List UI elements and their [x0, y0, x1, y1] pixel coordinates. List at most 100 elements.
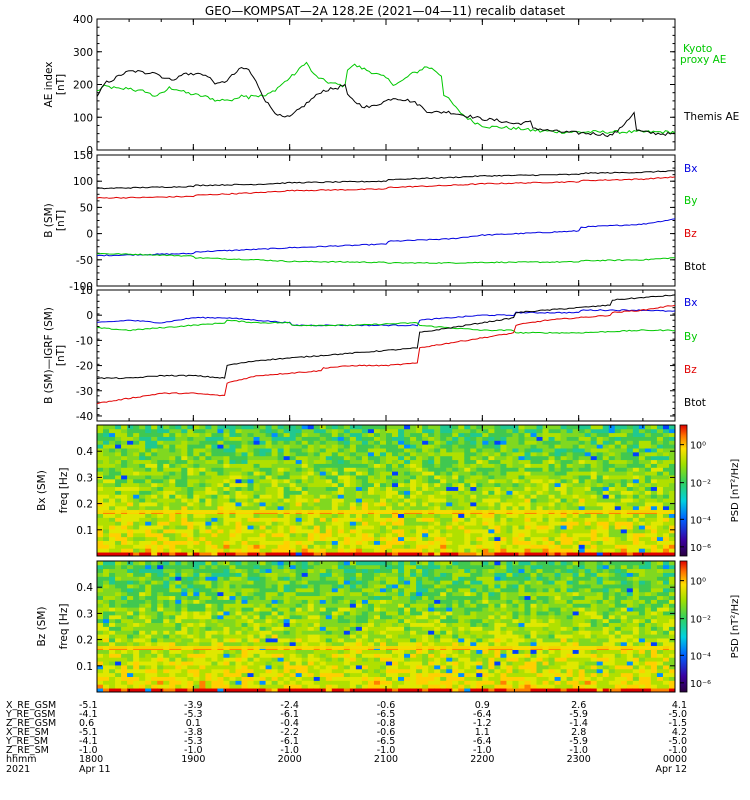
spectrogram-cell: [145, 478, 152, 484]
spectrogram-cell: [632, 478, 640, 484]
spectrogram-cell: [524, 525, 531, 530]
spectrogram-cell: [205, 649, 212, 654]
spectrogram-cell: [289, 576, 297, 581]
spectrogram-cell: [127, 599, 134, 604]
spectrogram-cell: [121, 626, 128, 631]
spectrogram-cell: [343, 513, 351, 518]
spectrogram-cell: [434, 502, 441, 507]
spectrogram-cell: [343, 532, 351, 538]
spectrogram-cell: [512, 517, 519, 522]
spectrogram-cell: [458, 505, 465, 511]
spectrogram-cell: [373, 486, 381, 491]
spectrogram-cell: [193, 455, 200, 461]
spectrogram-cell: [650, 455, 658, 461]
spectrogram-cell: [193, 595, 200, 600]
series-line-kyoto-proxy-ae: [96, 61, 676, 135]
spectrogram-cell: [458, 475, 465, 480]
spectrogram-cell: [337, 467, 345, 472]
spectrogram-cell: [446, 467, 453, 472]
spectrogram-cell: [313, 532, 321, 538]
spectrogram-cell: [307, 525, 315, 530]
spectrogram-cell: [247, 536, 254, 541]
spectrogram-cell: [464, 502, 471, 507]
spectrogram-cell: [518, 448, 525, 453]
spectrogram-cell: [235, 505, 242, 511]
spectrogram-cell: [169, 657, 176, 662]
spectrogram-cell: [572, 536, 580, 541]
panel-bsm-series: [96, 170, 676, 264]
spectrogram-cell: [476, 529, 483, 534]
spectrogram-cell: [295, 459, 303, 464]
spectrogram-cell: [548, 467, 555, 472]
spectrogram-cell: [470, 525, 477, 530]
spectrogram-cell: [175, 626, 182, 631]
spectrogram-cell: [626, 475, 634, 480]
spectrogram-cell: [127, 505, 134, 511]
spectrogram-cell: [349, 618, 357, 624]
spectrogram-cell: [145, 513, 152, 518]
spectrogram-cell: [127, 568, 134, 573]
spectrogram-cell: [265, 626, 272, 631]
spectrogram-cell: [187, 448, 194, 453]
spectrogram-cell: [325, 572, 333, 577]
spectrogram-cell: [265, 505, 272, 511]
spectrogram-cell: [325, 684, 333, 689]
spectrogram-cell: [349, 684, 357, 689]
spectrogram-cell: [428, 505, 435, 511]
spectrogram-cell: [650, 505, 658, 511]
spectrogram-cell: [133, 540, 140, 545]
spectrogram-cell: [361, 525, 369, 530]
spectrogram-cell: [241, 432, 248, 437]
spectrogram-cell: [265, 486, 272, 491]
spectrogram-cell: [355, 584, 363, 589]
spectrogram-cell: [223, 552, 230, 557]
spectrogram-cell: [572, 451, 580, 457]
spectrogram-cell: [97, 661, 104, 666]
spectrogram-cell: [500, 490, 507, 495]
spectrogram-cell: [187, 552, 194, 557]
spectrogram-cell: [139, 607, 146, 612]
spectrogram-cell: [169, 580, 176, 585]
spectrogram-cell: [121, 561, 128, 566]
spectrogram-cell: [452, 494, 459, 499]
spectrogram-cell: [145, 455, 152, 461]
spectrogram-cell: [307, 428, 315, 434]
spectrogram-cell: [187, 536, 194, 541]
spectrogram-cell: [331, 564, 339, 570]
spectrogram-cell: [536, 544, 543, 549]
spectrogram-cell: [343, 638, 351, 643]
spectrogram-cell: [205, 641, 212, 647]
spectrogram-cell: [271, 548, 279, 553]
spectrogram-cell: [416, 471, 423, 476]
spectrogram-cell: [277, 428, 285, 434]
spectrogram-cell: [97, 482, 104, 488]
spectrogram-cell: [97, 459, 104, 464]
spectrogram-cell: [205, 614, 212, 620]
spectrogram-cell: [115, 428, 122, 434]
spectrogram-cell: [464, 463, 471, 468]
spectrogram-cell: [307, 517, 315, 522]
spectrogram-cell: [596, 540, 604, 545]
spectrogram-cell: [271, 580, 279, 585]
spectrogram-cell: [337, 603, 345, 608]
spectrogram-cell: [638, 552, 646, 557]
spectrogram-cell: [620, 486, 628, 491]
spectrogram-cell: [404, 444, 411, 449]
spectrogram-cell: [494, 425, 501, 430]
spectrogram-cell: [217, 688, 224, 693]
spectrogram-cell: [620, 482, 628, 488]
spectrogram-cell: [349, 444, 357, 449]
spectrogram-cell: [193, 428, 200, 434]
spectrogram-cell: [343, 455, 351, 461]
spectrogram-cell: [211, 626, 218, 631]
spectrogram-cell: [253, 525, 260, 530]
spectrogram-cell: [301, 665, 309, 670]
spectrogram-cell: [193, 532, 200, 538]
spectrogram-cell: [379, 544, 387, 549]
spectrogram-cell: [295, 502, 303, 507]
spectrogram-cell: [512, 529, 519, 534]
spectrogram-cell: [349, 436, 357, 441]
spectrogram-cell: [199, 451, 206, 457]
spectrogram-cell: [265, 680, 272, 685]
spectrogram-cell: [446, 444, 453, 449]
